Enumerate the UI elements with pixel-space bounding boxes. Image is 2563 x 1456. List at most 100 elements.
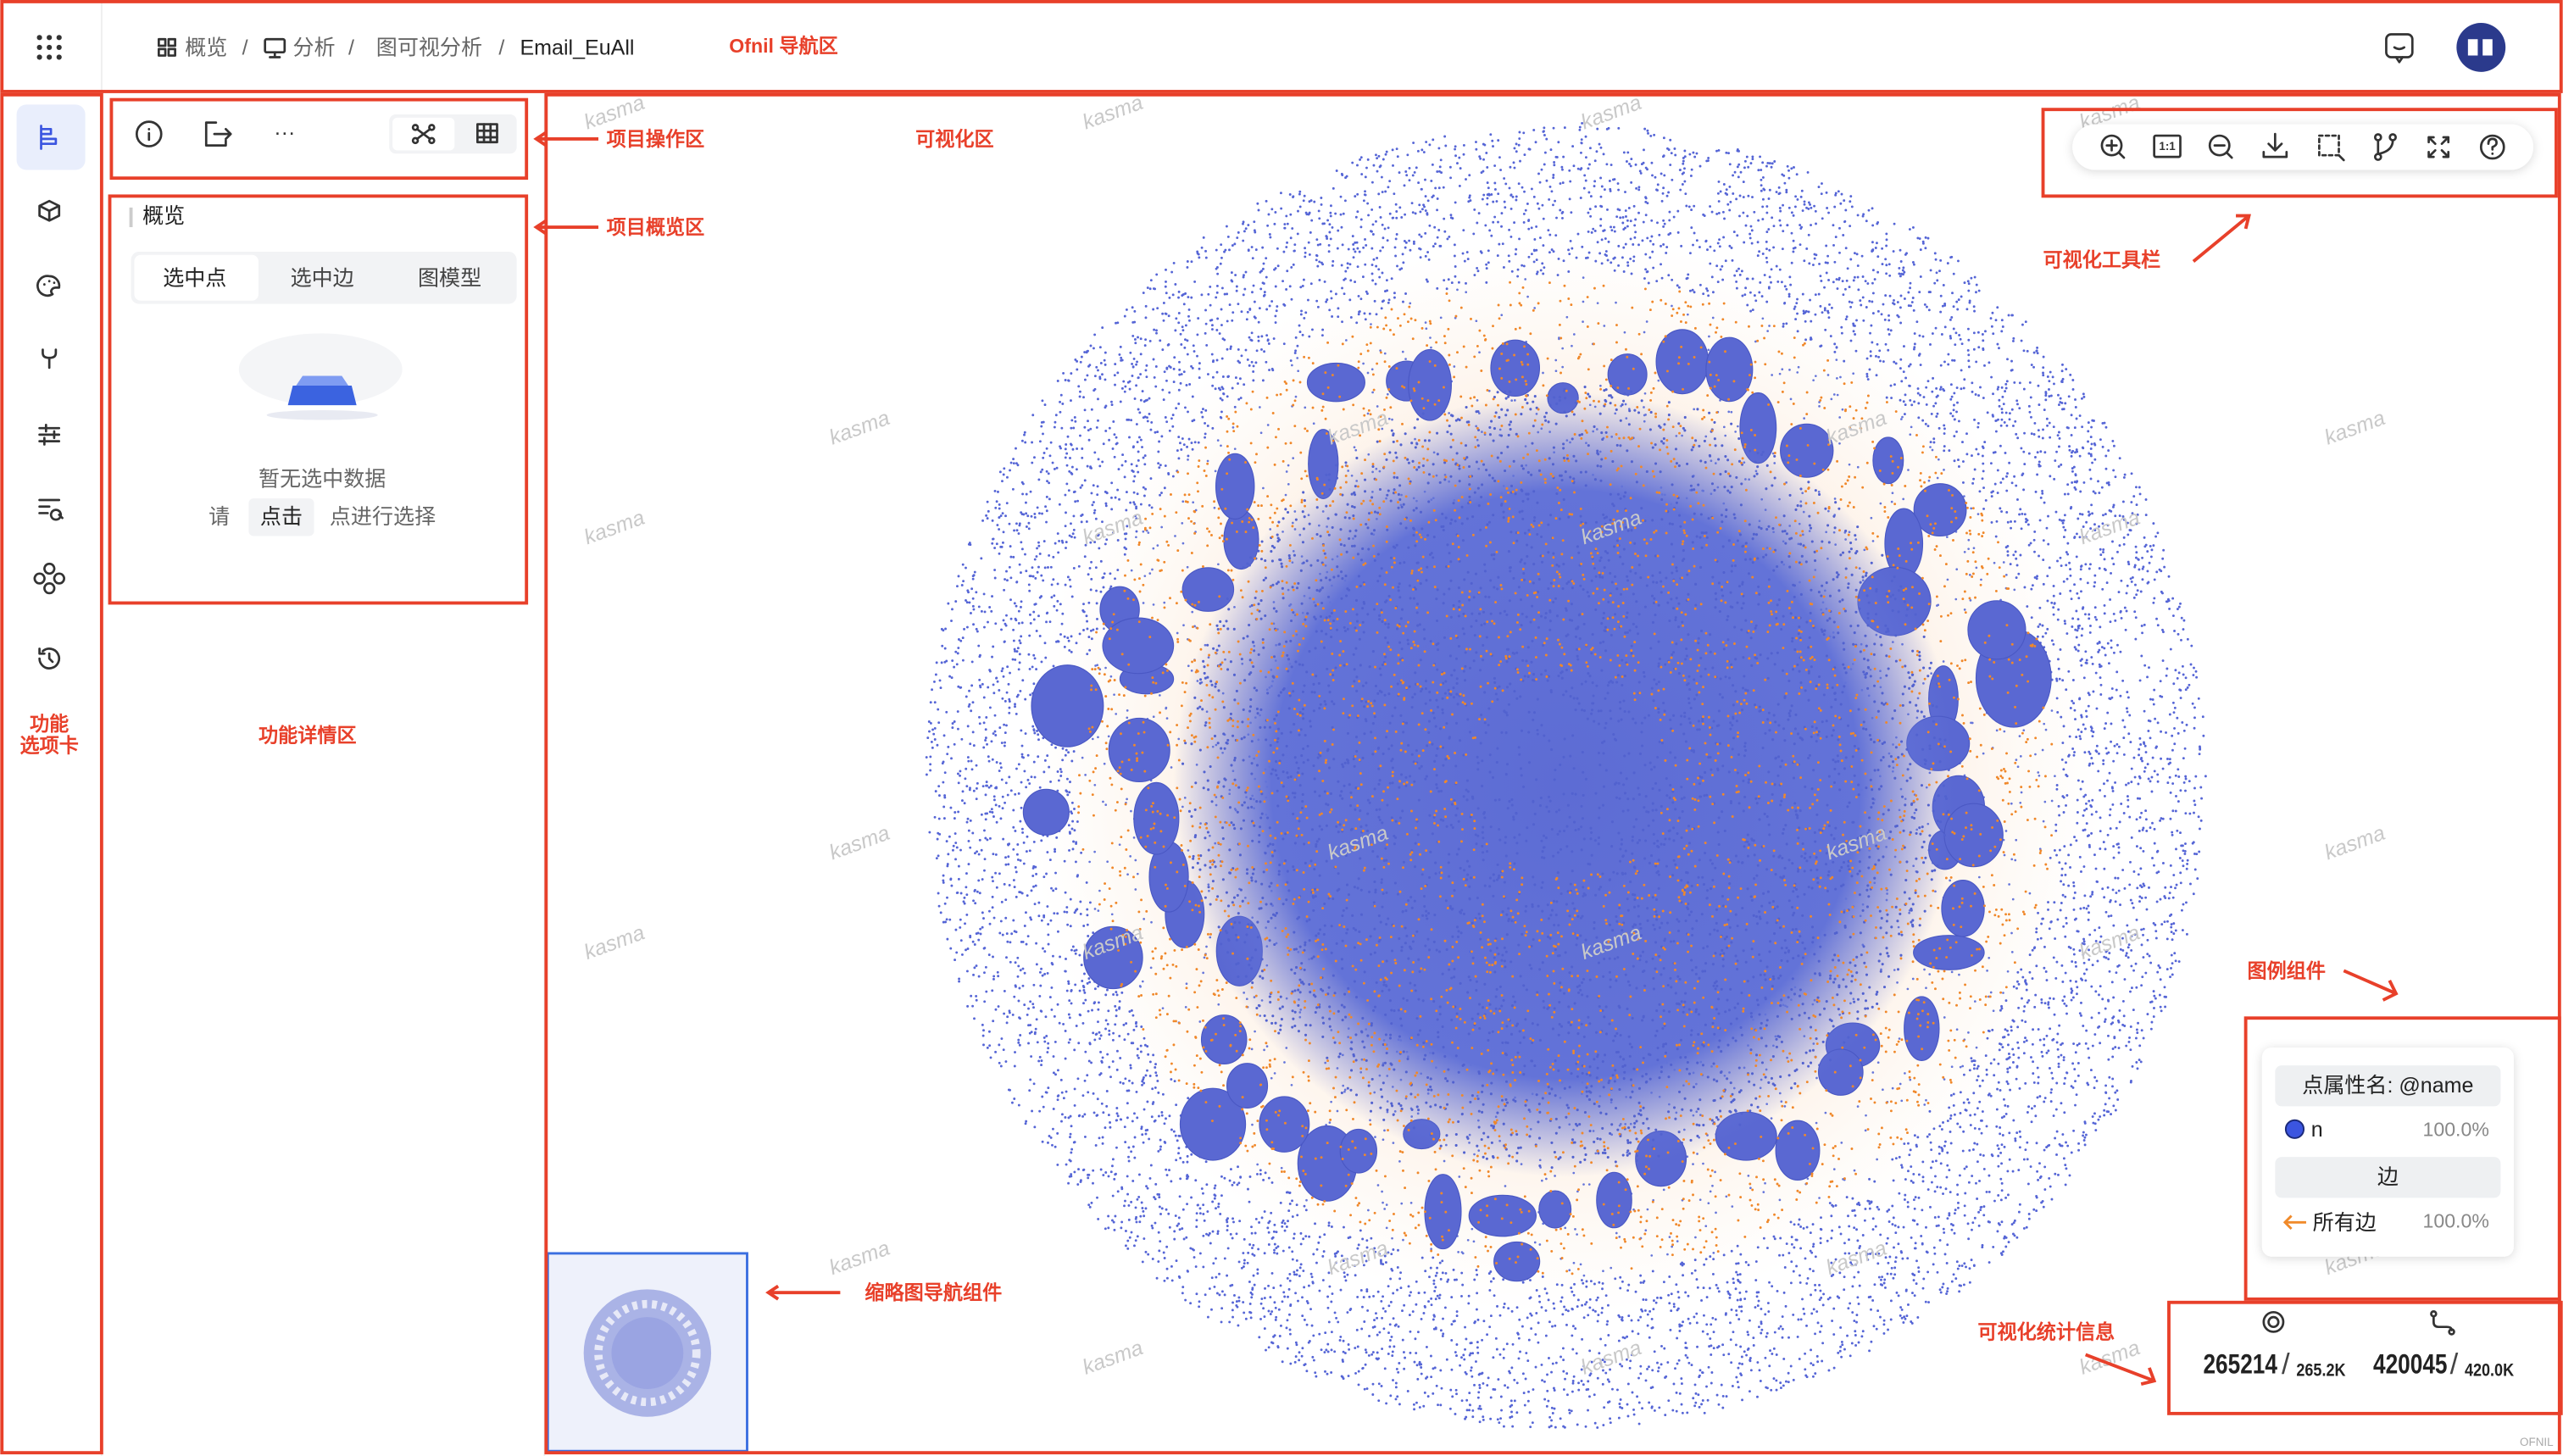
legend-label[interactable]: n [2311,1118,2323,1142]
legend-edge-swatch[interactable] [2282,1214,2306,1231]
sidebar-tab[interactable] [38,423,61,446]
export-button[interactable] [204,121,232,147]
node-cluster [1607,353,1648,396]
empty-text: 暂无选中数据 [259,468,386,492]
sidebar-tab[interactable] [40,125,58,150]
node-cluster [1108,717,1170,783]
grid-dot [47,44,53,51]
actual-size-label: 1:1 [2159,140,2176,153]
annotation: 缩略图导航组件 [865,1281,1002,1303]
grid-dot [56,54,62,60]
node-cluster [1133,781,1180,855]
annotation-arrows [533,131,2399,1387]
tab[interactable]: 选中点 [163,266,226,290]
grid-dot [36,54,42,60]
grid-dot [56,44,62,51]
annotation: 项目操作区 [607,128,705,150]
stat-edges-total: 420.0K [2465,1360,2515,1381]
toolbar [2072,124,2533,170]
avatar[interactable] [2456,22,2506,72]
graph-view-button[interactable] [411,124,436,145]
sidebar-tab[interactable] [42,348,58,370]
table-view-button[interactable] [475,123,498,144]
annotation: 可视化区 [915,128,994,150]
node-cluster [1872,436,1904,485]
node-cluster [1022,788,1070,836]
core-nodes [1181,386,1950,1170]
edge-highlights [1077,281,2054,1275]
node-cluster [1705,336,1754,403]
sidebar [0,92,102,1456]
app-menu-icon[interactable] [36,35,62,60]
grid-dot [56,35,62,41]
hint-key-bg [248,498,314,536]
box-select[interactable] [2318,134,2345,162]
stat-nodes-shown: 265214 [2203,1349,2277,1380]
legend-node-swatch[interactable] [2284,1119,2305,1139]
grid-dot [47,35,53,41]
node-cluster [1102,617,1175,675]
node-cluster [1179,1087,1247,1161]
info-button[interactable] [135,120,163,147]
breadcrumb-item[interactable]: 分析 [292,36,335,59]
minimap-ring [594,1299,701,1407]
legend-label[interactable]: 所有边 [2313,1211,2377,1235]
node-cluster [1538,1190,1572,1229]
breadcrumb-item[interactable]: 图可视分析 [376,36,482,59]
node-cluster [1904,996,1940,1061]
sidebar-tab[interactable] [38,647,61,670]
help[interactable] [2479,134,2505,160]
node-cluster [1468,1194,1537,1237]
annotation: 可视化工具栏 [2043,249,2161,271]
breadcrumb-item[interactable]: 概览 [185,36,227,59]
node-cluster [1596,1171,1632,1229]
overview-icon [157,37,176,57]
sidebar-tab[interactable] [33,562,65,595]
overview-title: 概览 [142,204,185,228]
empty-illustration [238,333,403,420]
hint-text: 点进行选择 [330,505,436,529]
feedback-icon[interactable] [2385,33,2414,64]
tab[interactable]: 图模型 [418,266,481,290]
sidebar-icons [33,125,65,670]
hint-key: 点击 [260,505,303,529]
legend-percent: 100.0% [2422,1209,2488,1231]
fullscreen[interactable] [2427,136,2450,158]
zoom-in[interactable] [2100,134,2126,159]
node-cluster [1490,339,1541,397]
sidebar-tab[interactable] [38,498,64,521]
breadcrumb-sep: / [242,36,248,59]
legend-header: 边 [2377,1165,2399,1189]
sidebar-tab[interactable] [36,275,61,297]
annotation: 选项卡 [19,734,78,756]
breadcrumb-sep: / [498,36,504,59]
detail-panel [103,92,545,1456]
node-cluster [1775,1120,1821,1181]
node-cluster [1967,600,2026,660]
lasso-select[interactable] [2373,133,2397,161]
stat-sep: / [2450,1348,2459,1381]
download[interactable] [2262,132,2288,158]
avatar-logo [2467,39,2493,56]
tab[interactable]: 选中边 [291,266,354,290]
annotation: 项目概览区 [607,216,705,238]
actual-size[interactable] [2153,134,2182,158]
zoom-out[interactable] [2208,134,2233,159]
minimap-core [611,1317,684,1389]
legend-header-bg [2275,1065,2501,1107]
more-button[interactable]: ··· [274,121,295,145]
sidebar-tab[interactable] [38,199,61,222]
analysis-icon [264,37,286,58]
annotation: 可视化统计信息 [1977,1320,2115,1342]
breadcrumb: 概览 / 分析 / 图可视分析 / Email_EuAll [157,36,635,59]
node-cluster [1493,1241,1541,1282]
node-cluster [1259,1096,1310,1153]
visualization-area[interactable] [546,94,2560,1453]
annotation: 功能 [30,713,69,735]
legend-header: 点属性名: @name [2302,1074,2473,1098]
node-cluster [1200,1014,1248,1064]
stat-edges-shown: 420045 [2373,1349,2447,1380]
annotation: 功能详情区 [259,725,357,747]
